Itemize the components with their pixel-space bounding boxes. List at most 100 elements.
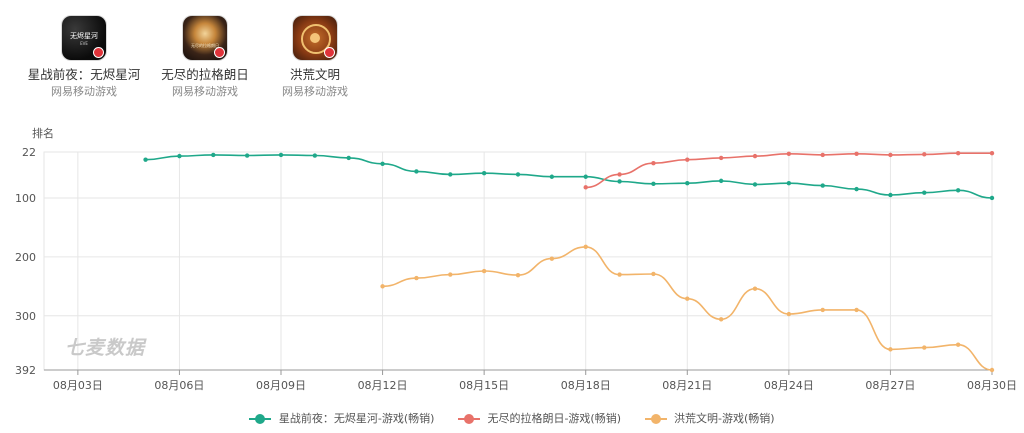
data-point xyxy=(651,160,656,166)
data-point xyxy=(448,272,453,277)
data-point xyxy=(211,152,216,158)
app-card-3[interactable]: 洪荒文明 网易移动游戏 xyxy=(235,16,395,100)
x-tick-label: 08月24日 xyxy=(764,379,814,392)
app-name: 无尽的拉格朗日 xyxy=(161,67,249,82)
data-point xyxy=(989,195,995,201)
legend-swatch-3 xyxy=(644,414,667,424)
data-point xyxy=(955,342,961,347)
data-point xyxy=(414,169,419,174)
data-point xyxy=(786,181,792,186)
data-point xyxy=(854,307,859,313)
x-tick-label: 08月12日 xyxy=(358,379,408,392)
data-point xyxy=(922,152,927,157)
data-point xyxy=(718,178,724,184)
data-point xyxy=(752,153,758,159)
data-point xyxy=(752,286,758,291)
data-point xyxy=(583,174,588,179)
y-tick-label: 22 xyxy=(22,146,36,159)
app-name: 洪荒文明 xyxy=(289,67,340,82)
data-point xyxy=(752,182,758,187)
emblem-core xyxy=(310,33,320,43)
plot-area xyxy=(43,151,993,371)
data-point xyxy=(312,153,318,158)
data-point xyxy=(786,311,792,317)
legend-swatch-2 xyxy=(457,414,480,424)
data-point xyxy=(718,317,724,322)
eve-echoes-app-icon[interactable]: 无烬星河 EVE xyxy=(62,16,106,60)
icon-subtext: EVE xyxy=(80,41,88,46)
data-point xyxy=(549,256,555,261)
y-tick-label: 392 xyxy=(15,364,36,377)
data-point xyxy=(820,183,825,188)
data-point xyxy=(922,345,927,350)
app-card-2[interactable]: 无尽的拉格朗日 无尽的拉格朗日 网易移动游戏 xyxy=(125,16,285,100)
app-header: 无烬星河 EVE 星战前夜：无烬星河 网易移动游戏 无尽的拉格朗日 无尽的拉格朗… xyxy=(0,0,1024,115)
rank-line-chart: 22 100 200 300 392 08月03日 08月06日 08月09日 08月12日 08… xyxy=(15,126,1017,392)
app-card-1[interactable]: 无烬星河 EVE 星战前夜：无烬星河 网易移动游戏 xyxy=(4,16,164,100)
legend-label-3: 洪荒文明-游戏(畅销) xyxy=(674,412,775,425)
legend-label-2: 无尽的拉格朗日-游戏(畅销) xyxy=(487,412,622,425)
data-point xyxy=(515,172,521,177)
netease-badge-icon xyxy=(93,47,104,58)
data-point xyxy=(617,272,622,277)
data-point xyxy=(888,152,893,158)
netease-badge-icon xyxy=(214,47,225,58)
legend-item-series-1[interactable]: 星战前夜：无烬星河-游戏(畅销) xyxy=(249,410,434,426)
data-point xyxy=(278,152,284,158)
data-point xyxy=(583,185,588,190)
data-point xyxy=(583,244,588,250)
x-tick-label: 08月27日 xyxy=(865,379,915,392)
legend-swatch-1 xyxy=(249,414,272,424)
series-1 xyxy=(143,152,995,201)
data-point xyxy=(414,275,419,281)
x-tick-label: 08月18日 xyxy=(561,379,611,392)
data-point xyxy=(549,174,555,179)
watermark: 七麦数据 xyxy=(65,337,146,359)
legend-item-series-3[interactable]: 洪荒文明-游戏(畅销) xyxy=(644,410,775,426)
infinite-lagrange-app-icon[interactable]: 无尽的拉格朗日 xyxy=(183,16,227,60)
legend-item-series-2[interactable]: 无尽的拉格朗日-游戏(畅销) xyxy=(457,410,622,426)
data-point xyxy=(651,271,656,277)
x-tick-label: 08月15日 xyxy=(459,379,509,392)
series-3 xyxy=(380,244,995,373)
honghuang-app-icon[interactable] xyxy=(293,16,337,60)
data-point xyxy=(481,171,487,176)
series-2 xyxy=(583,150,995,190)
data-point xyxy=(989,367,995,373)
data-point xyxy=(955,188,961,193)
data-point xyxy=(380,284,385,289)
data-point xyxy=(685,157,690,162)
y-tick-label: 300 xyxy=(15,310,36,323)
data-point xyxy=(854,186,859,192)
data-point xyxy=(685,181,690,186)
data-point xyxy=(617,179,622,184)
series-line xyxy=(145,154,993,199)
data-point xyxy=(177,153,182,159)
data-point xyxy=(617,172,622,177)
data-point xyxy=(955,150,961,156)
chart-legend: 星战前夜：无烬星河-游戏(畅销) 无尽的拉格朗日-游戏(畅销) 洪荒文明-游戏(… xyxy=(0,410,1024,426)
icon-text: 无尽的拉格朗日 xyxy=(191,43,219,48)
data-point xyxy=(481,268,487,274)
data-point xyxy=(244,153,250,158)
app-publisher: 网易移动游戏 xyxy=(51,85,117,98)
data-point xyxy=(346,155,351,161)
app-publisher: 网易移动游戏 xyxy=(282,85,348,98)
x-tick-label: 08月30日 xyxy=(967,379,1017,392)
data-point xyxy=(143,157,148,162)
data-point xyxy=(820,307,825,313)
data-point xyxy=(820,152,825,158)
data-point xyxy=(786,151,792,156)
x-tick-label: 08月09日 xyxy=(256,379,306,392)
y-axis-label: 排名 xyxy=(32,126,54,140)
x-tick-label: 08月06日 xyxy=(154,379,204,392)
data-point xyxy=(888,347,893,352)
data-point xyxy=(888,192,893,198)
data-point xyxy=(651,181,656,187)
data-point xyxy=(685,296,690,301)
app-name: 星战前夜：无烬星河 xyxy=(27,67,141,82)
x-tick-label: 08月21日 xyxy=(662,379,712,392)
legend-label-1: 星战前夜：无烬星河-游戏(畅销) xyxy=(278,412,435,425)
x-tick-label: 08月03日 xyxy=(53,379,103,392)
y-tick-label: 200 xyxy=(15,251,36,264)
